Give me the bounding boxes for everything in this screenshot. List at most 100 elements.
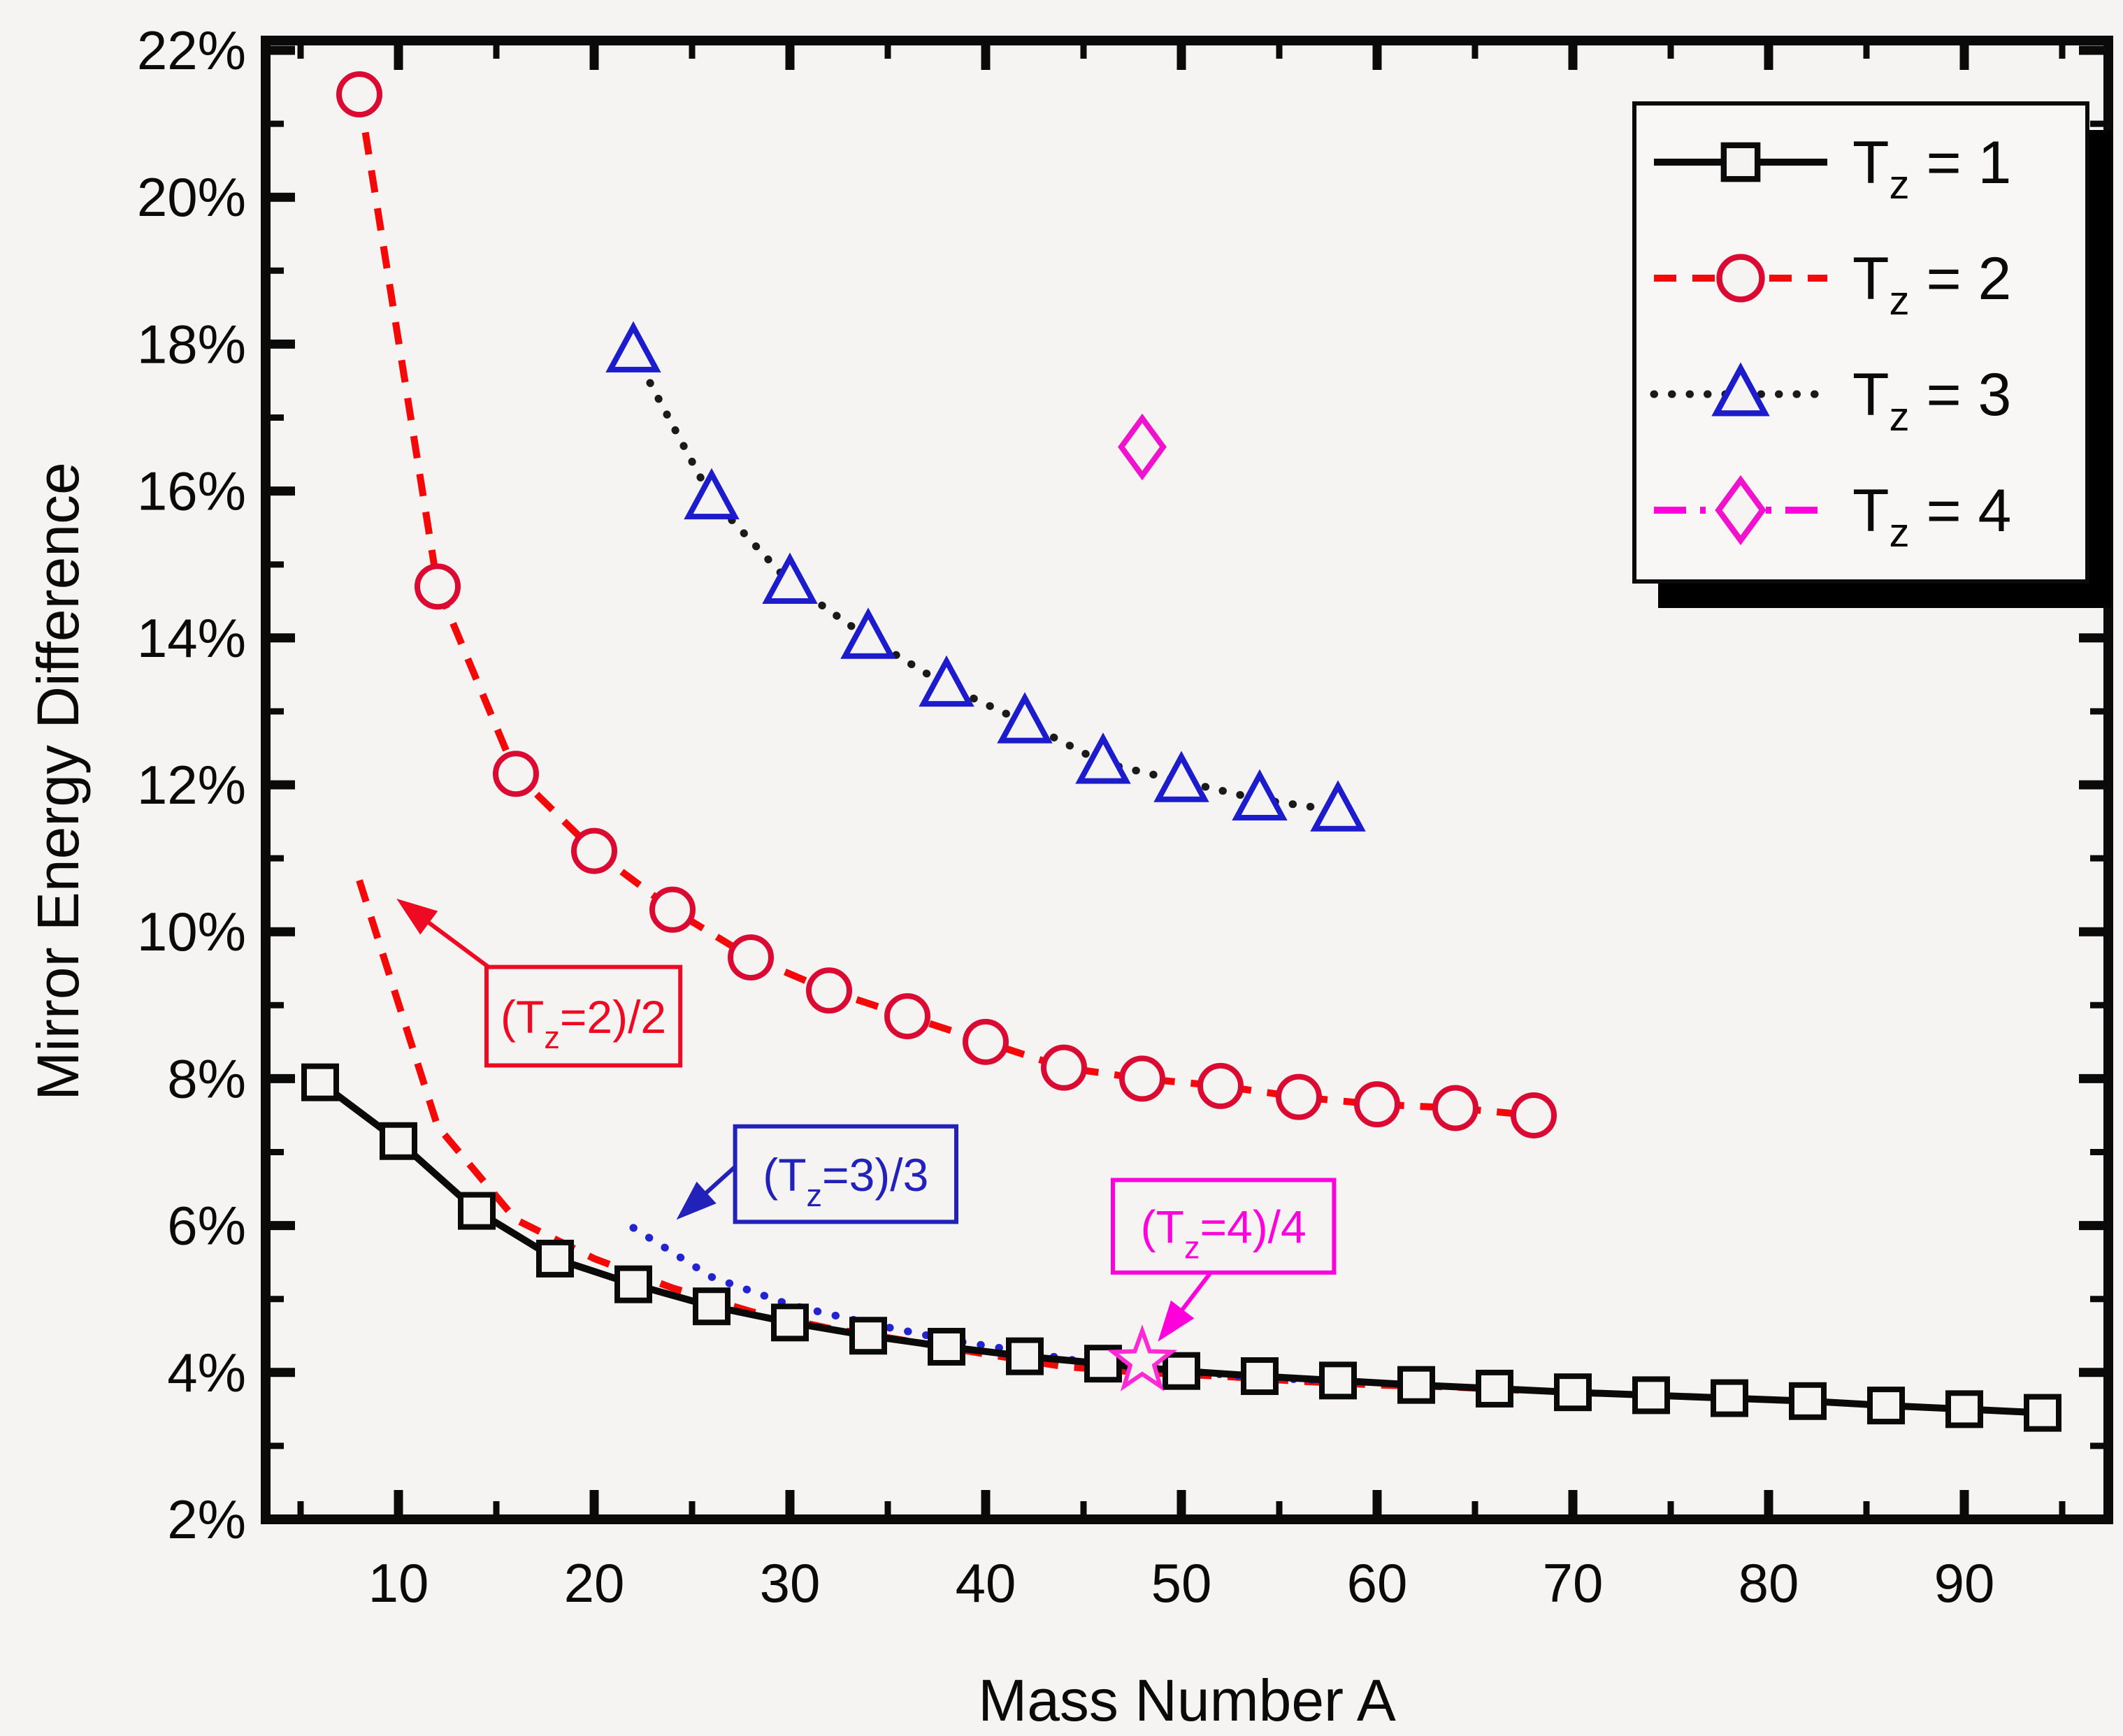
circle-marker xyxy=(493,751,539,797)
legend-item-tz1: Tz = 1 xyxy=(1654,129,2011,208)
square-marker xyxy=(1867,1387,1905,1425)
square-marker xyxy=(1632,1376,1670,1415)
legend-item-tz2: Tz = 2 xyxy=(1654,245,2011,324)
square-marker xyxy=(1319,1361,1357,1400)
square-marker xyxy=(1789,1382,1827,1420)
annotation-text: (Tz=3)/3 xyxy=(763,1149,928,1213)
y-tick-label: 22% xyxy=(137,20,246,81)
annotation-arrow-head xyxy=(676,1181,717,1220)
circle-marker xyxy=(963,1018,1009,1065)
circle-marker xyxy=(649,886,696,933)
tick-labels: 10 20 30 40 50 60 70 80 90 2% 4% 6% 8% 10% 12% 14% 16% 18… xyxy=(25,20,1994,1733)
triangle-marker xyxy=(1153,751,1209,802)
square-marker xyxy=(1476,1369,1513,1408)
square-marker xyxy=(1945,1390,1983,1428)
diamond-marker xyxy=(1715,475,1766,546)
legend-item-label: Tz = 2 xyxy=(1852,245,2011,324)
x-axis-title: Mass Number A xyxy=(978,1668,1396,1733)
y-tick-label: 10% xyxy=(137,901,246,962)
square-marker xyxy=(928,1328,965,1366)
circle-marker xyxy=(1119,1055,1165,1102)
triangle-marker xyxy=(840,607,896,659)
square-marker xyxy=(771,1303,809,1342)
x-tick-label: 40 xyxy=(956,1552,1016,1614)
legend-item-label: Tz = 3 xyxy=(1852,361,2011,440)
annotation-box xyxy=(733,1124,958,1224)
circle-marker xyxy=(1354,1081,1400,1128)
square-marker xyxy=(1397,1366,1435,1404)
series-line xyxy=(356,879,1534,1395)
triangle-marker xyxy=(997,692,1053,744)
annotation-box xyxy=(1111,1178,1337,1275)
x-tick-label: 60 xyxy=(1347,1552,1408,1614)
annotation-box xyxy=(484,964,683,1068)
annotation-ann_tz2_half: (Tz=2)/2 xyxy=(396,898,683,1068)
triangle-marker xyxy=(1232,769,1288,821)
x-tick-label: 90 xyxy=(1934,1552,1995,1614)
square-marker xyxy=(693,1287,731,1326)
square-marker xyxy=(2024,1394,2061,1432)
triangle-marker xyxy=(1310,780,1366,832)
x-tick-label: 70 xyxy=(1543,1552,1604,1614)
triangle-marker xyxy=(684,468,740,520)
series-tz4_scaled xyxy=(1107,1324,1178,1391)
triangle-marker xyxy=(1075,732,1131,784)
y-tick-label: 14% xyxy=(137,607,246,669)
series-tz3 xyxy=(605,321,1366,832)
series-line xyxy=(356,94,1534,1119)
triangle-marker xyxy=(605,321,661,372)
y-tick-label: 16% xyxy=(137,461,246,522)
legend-item-tz3: Tz = 3 xyxy=(1650,361,2011,440)
legend: Tz = 1 Tz = 2 Tz = 3 Tz = 4 xyxy=(1632,101,2111,608)
x-tick-label: 30 xyxy=(760,1552,821,1614)
square-marker xyxy=(849,1317,887,1355)
x-tick-label: 20 xyxy=(564,1552,625,1614)
legend-item-tz4: Tz = 4 xyxy=(1654,475,2011,556)
y-tick-label: 4% xyxy=(167,1342,246,1403)
annotation-arrow-head xyxy=(396,898,438,935)
square-marker xyxy=(1720,142,1761,182)
diamond-marker xyxy=(1118,413,1167,481)
annotation-ann_tz3_third: (Tz=3)/3 xyxy=(676,1124,958,1224)
circle-marker xyxy=(1041,1044,1087,1091)
series-tz1 xyxy=(301,1063,2061,1432)
square-marker xyxy=(1006,1337,1044,1375)
circle-marker xyxy=(1716,254,1765,303)
square-marker xyxy=(1163,1352,1200,1390)
triangle-marker xyxy=(762,552,818,604)
triangle-marker xyxy=(919,655,974,707)
legend-box xyxy=(1632,101,2089,584)
circle-marker xyxy=(415,563,461,610)
star-marker xyxy=(1107,1324,1178,1391)
circle-marker xyxy=(806,967,852,1014)
legend-item-label: Tz = 4 xyxy=(1852,477,2011,556)
square-marker xyxy=(380,1122,417,1160)
square-marker xyxy=(1711,1379,1748,1417)
y-tick-label: 8% xyxy=(167,1048,246,1109)
y-tick-label: 18% xyxy=(137,313,246,375)
series-tz2_scaled xyxy=(356,879,1534,1395)
annotation-text: (Tz=2)/2 xyxy=(501,991,666,1055)
square-marker xyxy=(536,1239,574,1278)
legend-item-label: Tz = 1 xyxy=(1852,129,2011,208)
annotation-text: (Tz=4)/4 xyxy=(1141,1201,1307,1266)
y-tick-label: 12% xyxy=(137,754,246,816)
circle-marker xyxy=(728,934,774,981)
x-tick-label: 80 xyxy=(1739,1552,1799,1614)
x-tick-label: 10 xyxy=(368,1552,429,1614)
circle-marker xyxy=(1276,1073,1322,1120)
square-marker xyxy=(1241,1357,1279,1396)
y-tick-label: 20% xyxy=(137,166,246,228)
y-tick-label: 6% xyxy=(167,1195,246,1257)
square-marker xyxy=(458,1192,496,1230)
square-marker xyxy=(301,1063,339,1101)
square-marker xyxy=(614,1265,652,1303)
circle-marker xyxy=(884,993,930,1040)
circle-marker xyxy=(1432,1085,1478,1131)
series-line xyxy=(629,347,1342,815)
series-tz2 xyxy=(336,71,1557,1138)
series-tz4 xyxy=(1118,413,1167,481)
circle-marker xyxy=(336,71,382,118)
